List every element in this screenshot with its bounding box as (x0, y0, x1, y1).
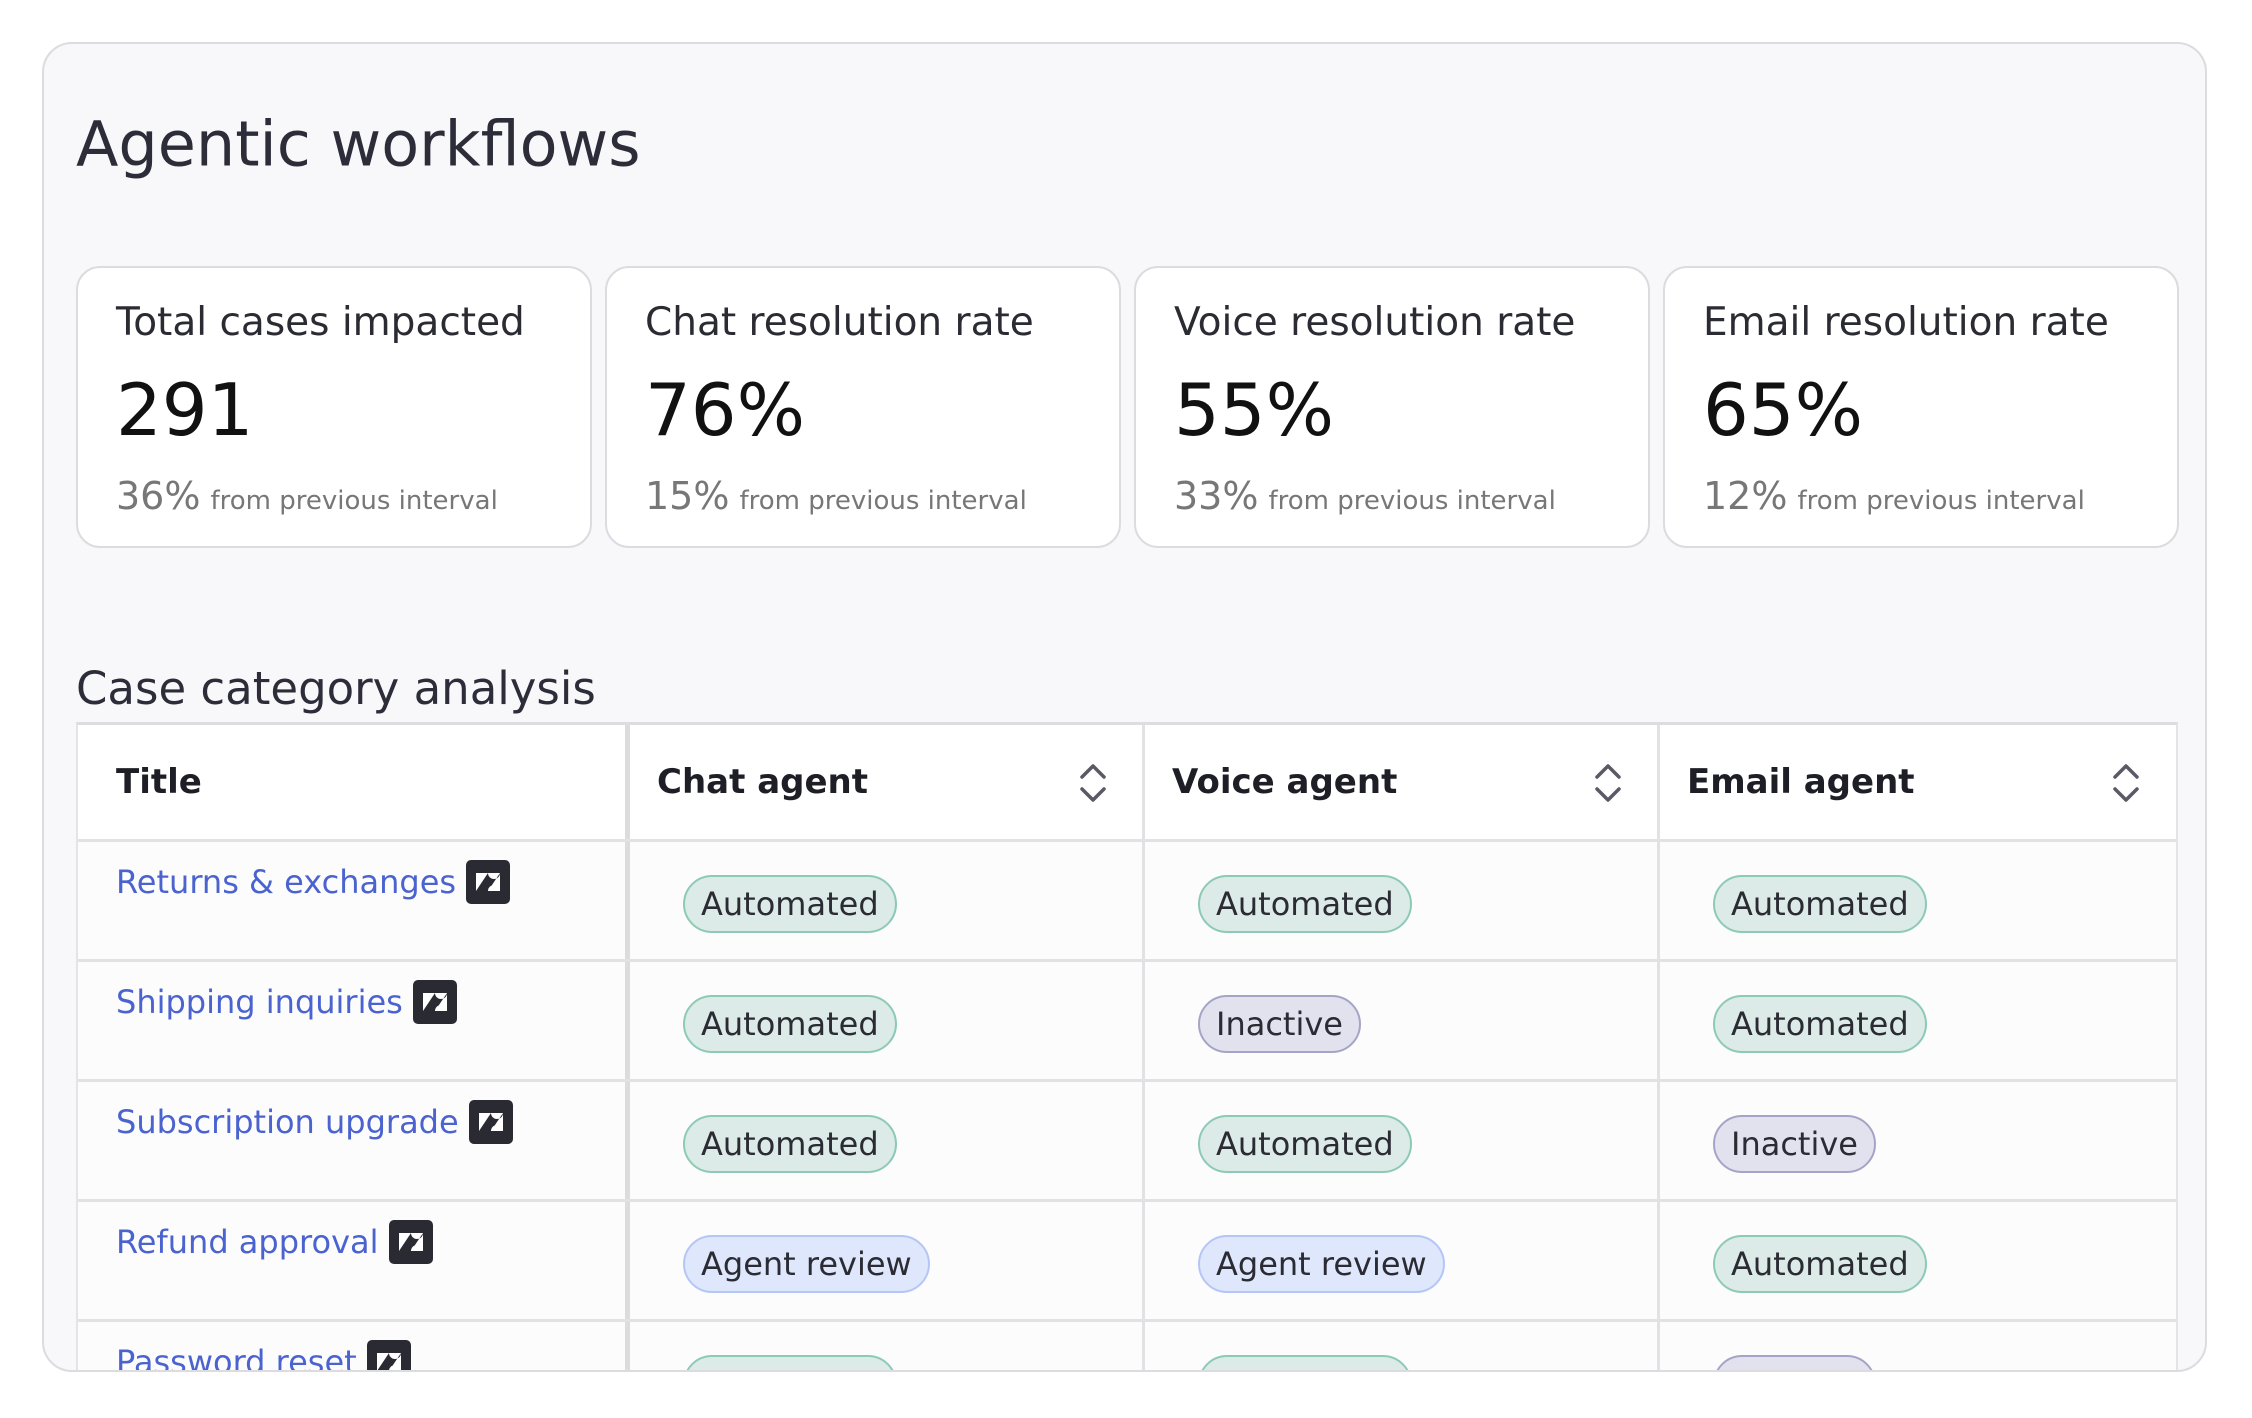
status-badge: Inactive (1713, 1355, 1876, 1370)
table-row: Password reset Automated Automated Inactive (78, 1322, 2176, 1372)
category-link[interactable]: Subscription upgrade (116, 1103, 459, 1141)
metric-value: 291 (116, 368, 254, 452)
change-note: from previous interval (210, 486, 498, 516)
zendesk-icon (388, 1220, 433, 1264)
metric-value: 55% (1174, 368, 1335, 452)
section-title: Case category analysis (76, 662, 596, 715)
table-cell: Automated (630, 1322, 1145, 1370)
table-cell: Refund approval (78, 1202, 630, 1319)
metric-change: 33% from previous interval (1174, 474, 1556, 518)
category-table: Title Chat agent Voice agent Email agent Ret… (76, 722, 2178, 1372)
change-percent: 15% (645, 474, 730, 518)
category-link-wrap: Shipping inquiries (116, 980, 457, 1024)
zendesk-icon (466, 860, 511, 904)
metric-value: 65% (1703, 368, 1864, 452)
column-header: Email agent (1660, 725, 2175, 839)
column-title: Chat agent (657, 762, 868, 802)
table-row: Returns & exchanges Automated Automated Aut… (78, 842, 2176, 962)
metric-cards: Total cases impacted 291 36% from previous … (76, 266, 2179, 548)
status-badge: Agent review (1198, 1235, 1445, 1293)
table-cell: Shipping inquiries (78, 962, 630, 1079)
status-badge: Automated (683, 875, 897, 933)
table-cell: Automated (630, 1082, 1145, 1199)
category-link[interactable]: Returns & exchanges (116, 863, 457, 901)
table-cell: Password reset (78, 1322, 630, 1372)
metric-card: Chat resolution rate 76% 15% from previous … (605, 266, 1121, 548)
status-badge: Automated (1198, 875, 1412, 933)
metric-label: Chat resolution rate (645, 300, 1034, 345)
metric-card: Email resolution rate 65% 12% from previous… (1663, 266, 2179, 548)
table-cell: Automated (1145, 1082, 1660, 1199)
table-cell: Subscription upgrade (78, 1082, 630, 1199)
category-link[interactable]: Shipping inquiries (116, 983, 403, 1021)
table-cell: Returns & exchanges (78, 842, 630, 959)
category-link-wrap: Returns & exchanges (116, 860, 511, 904)
table-cell: Automated (1145, 1322, 1660, 1370)
metric-card: Total cases impacted 291 36% from previous … (76, 266, 592, 548)
category-link[interactable]: Password reset (116, 1343, 357, 1372)
change-note: from previous interval (1797, 486, 2085, 516)
column-header: Chat agent (630, 725, 1145, 839)
metric-card: Voice resolution rate 55% 33% from previous… (1134, 266, 1650, 548)
metric-label: Email resolution rate (1703, 300, 2109, 345)
metric-value: 76% (645, 368, 806, 452)
status-badge: Automated (1198, 1355, 1412, 1370)
table-row: Refund approval Agent review Agent review A… (78, 1202, 2176, 1322)
table-cell: Automated (1660, 1202, 2175, 1319)
column-header: Voice agent (1145, 725, 1660, 839)
column-title: Voice agent (1172, 762, 1398, 802)
workflows-card: Agentic workflows Total cases impacted 29… (42, 42, 2207, 1372)
page-title: Agentic workflows (76, 107, 641, 181)
change-percent: 33% (1174, 474, 1259, 518)
column-header: Title (78, 725, 630, 839)
status-badge: Agent review (683, 1235, 930, 1293)
metric-change: 36% from previous interval (116, 474, 498, 518)
status-badge: Automated (1713, 1235, 1927, 1293)
change-note: from previous interval (1268, 486, 1556, 516)
status-badge: Automated (683, 995, 897, 1053)
sort-button[interactable] (2111, 759, 2141, 807)
status-badge: Inactive (1198, 995, 1361, 1053)
column-title: Email agent (1687, 762, 1915, 802)
table-row: Subscription upgrade Automated Automated In… (78, 1082, 2176, 1202)
metric-label: Voice resolution rate (1174, 300, 1576, 345)
category-link-wrap: Subscription upgrade (116, 1100, 513, 1144)
category-link-wrap: Password reset (116, 1340, 411, 1372)
category-link-wrap: Refund approval (116, 1220, 433, 1264)
status-badge: Automated (1713, 875, 1927, 933)
change-percent: 12% (1703, 474, 1788, 518)
change-percent: 36% (116, 474, 201, 518)
status-badge: Automated (1713, 995, 1927, 1053)
table-cell: Automated (1145, 842, 1660, 959)
table-row: Shipping inquiries Automated Inactive Autom… (78, 962, 2176, 1082)
status-badge: Inactive (1713, 1115, 1876, 1173)
table-cell: Automated (1660, 962, 2175, 1079)
category-link[interactable]: Refund approval (116, 1223, 379, 1261)
table-cell: Automated (630, 842, 1145, 959)
zendesk-icon (412, 980, 457, 1024)
table-cell: Agent review (1145, 1202, 1660, 1319)
table-cell: Automated (630, 962, 1145, 1079)
status-badge: Automated (1198, 1115, 1412, 1173)
table-cell: Inactive (1660, 1322, 2175, 1370)
change-note: from previous interval (739, 486, 1027, 516)
metric-change: 12% from previous interval (1703, 474, 2085, 518)
status-badge: Automated (683, 1115, 897, 1173)
status-badge: Automated (683, 1355, 897, 1370)
table-cell: Agent review (630, 1202, 1145, 1319)
zendesk-icon (468, 1100, 513, 1144)
header-row: Title Chat agent Voice agent Email agent (78, 725, 2176, 842)
table-cell: Inactive (1145, 962, 1660, 1079)
metric-label: Total cases impacted (116, 300, 525, 345)
column-title: Title (116, 762, 202, 802)
zendesk-icon (366, 1340, 411, 1370)
table-cell: Inactive (1660, 1082, 2175, 1199)
sort-button[interactable] (1593, 759, 1623, 807)
metric-change: 15% from previous interval (645, 474, 1027, 518)
table-cell: Automated (1660, 842, 2175, 959)
sort-button[interactable] (1078, 759, 1108, 807)
